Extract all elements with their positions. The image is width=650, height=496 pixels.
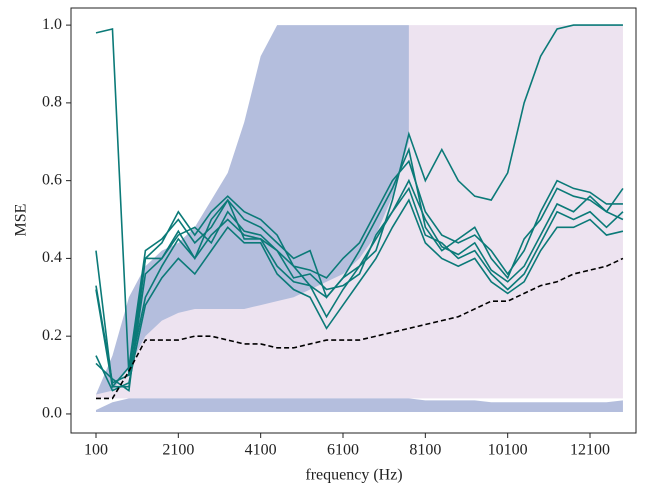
x-tick-label: 2100 — [162, 442, 194, 459]
line — [95, 178, 624, 388]
y-tick-label: 0.4 — [42, 249, 62, 266]
band-area — [95, 398, 623, 413]
y-tick-label: 0.8 — [42, 94, 62, 111]
x-tick-label: 12100 — [570, 442, 610, 459]
x-tick-label: 10100 — [488, 442, 528, 459]
line — [95, 159, 623, 393]
y-tick-label: 1.0 — [42, 16, 62, 33]
line — [95, 186, 624, 385]
y-tick-label: 0.0 — [42, 405, 62, 422]
x-axis-label: frequency (Hz) — [305, 467, 402, 484]
line — [95, 198, 624, 392]
y-tick-label: 0.2 — [42, 327, 62, 344]
x-tick-label: 4100 — [245, 442, 277, 459]
y-tick-label: 0.6 — [42, 171, 62, 188]
x-tick-label: 100 — [84, 442, 108, 459]
band-area — [95, 25, 409, 395]
x-tick-label: 8100 — [409, 442, 441, 459]
x-tick-label: 6100 — [327, 442, 359, 459]
dashed-line — [95, 257, 624, 400]
y-axis-label: MSE — [13, 204, 30, 237]
plot-frame — [70, 7, 637, 434]
